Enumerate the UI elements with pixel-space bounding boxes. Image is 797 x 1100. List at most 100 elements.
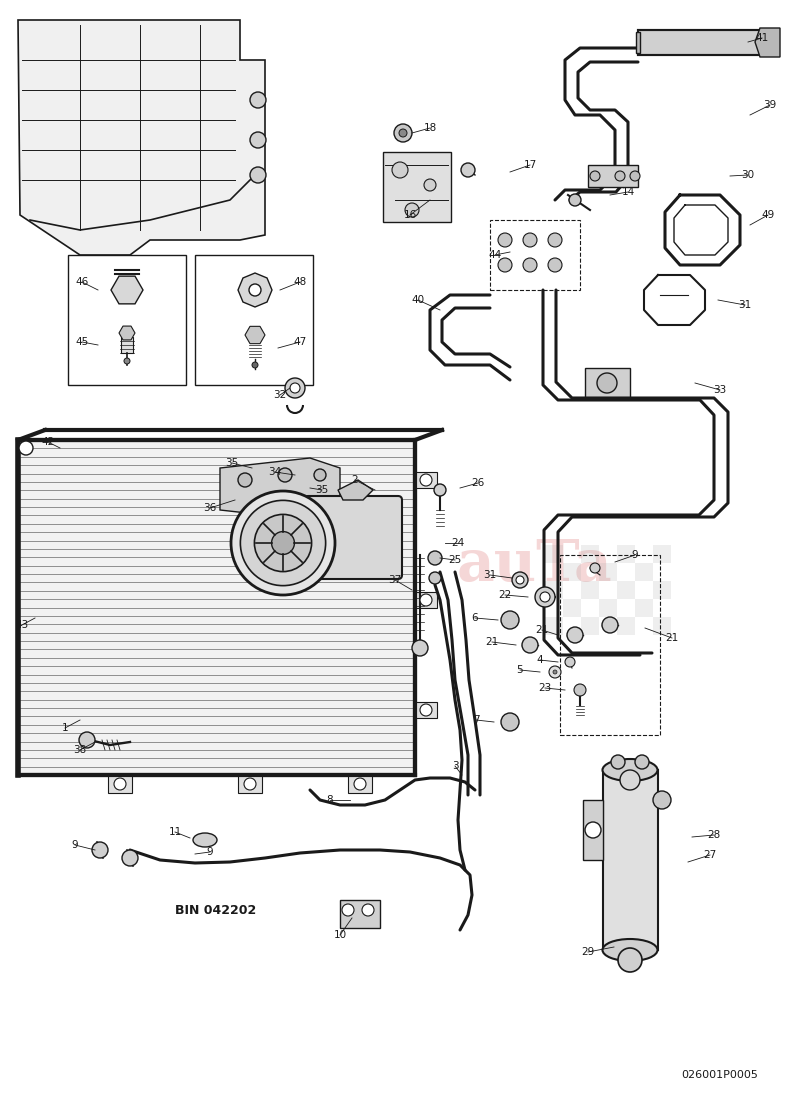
Circle shape (354, 778, 366, 790)
Bar (545, 581, 563, 600)
Text: 21: 21 (665, 632, 678, 644)
Circle shape (394, 124, 412, 142)
Circle shape (231, 491, 335, 595)
Circle shape (569, 194, 581, 206)
Circle shape (635, 755, 649, 769)
Text: auTa: auTa (457, 537, 613, 593)
Ellipse shape (603, 759, 658, 781)
Bar (585, 368, 630, 398)
Circle shape (620, 770, 640, 790)
Bar (68, 255, 186, 385)
Text: 35: 35 (316, 485, 328, 495)
Circle shape (567, 627, 583, 644)
Text: 9: 9 (72, 840, 78, 850)
Circle shape (565, 657, 575, 667)
Text: 9: 9 (206, 847, 214, 857)
Text: 40: 40 (411, 295, 425, 305)
Bar (583, 800, 603, 860)
Text: 32: 32 (273, 390, 287, 400)
Circle shape (548, 258, 562, 272)
Circle shape (429, 572, 441, 584)
Text: 026001P0005: 026001P0005 (681, 1070, 759, 1080)
Circle shape (238, 473, 252, 487)
Bar (563, 563, 581, 581)
Text: 14: 14 (622, 187, 634, 197)
Polygon shape (18, 20, 265, 255)
Text: 1: 1 (61, 723, 69, 733)
Circle shape (590, 170, 600, 182)
Circle shape (548, 233, 562, 248)
Circle shape (272, 531, 294, 554)
Text: 31: 31 (738, 300, 752, 310)
Bar (617, 617, 635, 635)
Circle shape (278, 468, 292, 482)
Bar (195, 255, 313, 385)
Bar (383, 152, 451, 222)
Bar (563, 600, 581, 617)
Circle shape (285, 378, 305, 398)
Bar (545, 617, 563, 635)
Circle shape (428, 551, 442, 565)
Text: 21: 21 (536, 625, 548, 635)
Text: 28: 28 (708, 830, 720, 840)
Bar (599, 600, 617, 617)
Text: 3: 3 (452, 761, 458, 771)
Circle shape (522, 637, 538, 653)
Circle shape (461, 163, 475, 177)
Bar (653, 544, 671, 563)
Text: 43: 43 (15, 620, 29, 630)
Text: 29: 29 (581, 947, 595, 957)
Text: 2: 2 (351, 475, 359, 485)
Circle shape (516, 576, 524, 584)
Polygon shape (636, 32, 640, 53)
Circle shape (574, 684, 586, 696)
Bar (653, 581, 671, 600)
Circle shape (392, 162, 408, 178)
Circle shape (19, 441, 33, 455)
Polygon shape (238, 776, 262, 793)
Circle shape (244, 778, 256, 790)
Circle shape (420, 704, 432, 716)
Circle shape (424, 179, 436, 191)
Bar (635, 563, 653, 581)
Circle shape (252, 362, 258, 369)
Bar (560, 556, 660, 735)
Circle shape (122, 850, 138, 866)
Polygon shape (415, 702, 437, 718)
Text: 31: 31 (483, 570, 497, 580)
Circle shape (501, 610, 519, 629)
Circle shape (412, 640, 428, 656)
Circle shape (540, 592, 550, 602)
Bar (121, 337, 133, 353)
Bar (581, 581, 599, 600)
Bar (599, 563, 617, 581)
Circle shape (290, 383, 300, 393)
Text: 37: 37 (388, 575, 402, 585)
Text: 7: 7 (473, 715, 479, 725)
Circle shape (420, 474, 432, 486)
Circle shape (114, 778, 126, 790)
Circle shape (254, 515, 312, 572)
Text: 39: 39 (764, 100, 776, 110)
Circle shape (549, 666, 561, 678)
Circle shape (535, 587, 555, 607)
Bar (617, 581, 635, 600)
Text: 23: 23 (539, 683, 552, 693)
Circle shape (590, 563, 600, 573)
Text: 5: 5 (516, 666, 524, 675)
Text: 48: 48 (293, 277, 307, 287)
Text: 18: 18 (423, 123, 437, 133)
Circle shape (523, 258, 537, 272)
Circle shape (501, 713, 519, 732)
Text: 38: 38 (73, 745, 87, 755)
Circle shape (314, 469, 326, 481)
Polygon shape (415, 592, 437, 608)
Circle shape (512, 572, 528, 588)
Text: 46: 46 (76, 277, 88, 287)
Bar (588, 165, 638, 187)
Text: 22: 22 (498, 590, 512, 600)
Circle shape (250, 132, 266, 148)
Text: 27: 27 (704, 850, 717, 860)
Text: 6: 6 (472, 613, 478, 623)
Circle shape (498, 258, 512, 272)
